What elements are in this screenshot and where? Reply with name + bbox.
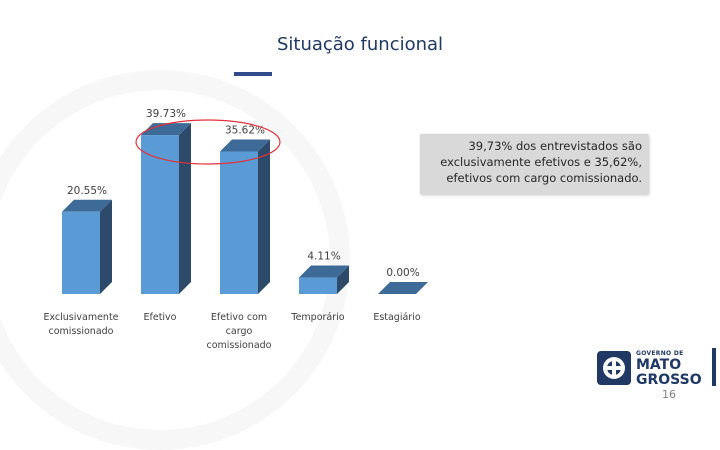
bar-front: [220, 151, 258, 294]
government-logo: GOVERNO DE MATO GROSSO: [596, 350, 702, 388]
bar-top: [141, 123, 191, 136]
category-label: Temporário: [290, 312, 344, 323]
bar-front: [299, 277, 337, 294]
page-title: Situação funcional: [276, 34, 444, 55]
bar-side: [100, 199, 112, 294]
category-label: Efetivo: [144, 312, 177, 323]
category-label: cargo: [226, 326, 253, 337]
highlight-ellipse: [135, 119, 281, 165]
data-label: 35.62%: [225, 125, 265, 137]
bar-1: [141, 123, 191, 294]
bar-0: [62, 199, 112, 294]
category-label: Efetivo com: [211, 312, 267, 323]
data-label: 20.55%: [67, 185, 107, 197]
bar-top: [62, 199, 112, 212]
callout-box: 39,73% dos entrevistados são exclusivame…: [420, 134, 648, 194]
data-label: 39.73%: [146, 108, 186, 120]
logo-small-text: GOVERNO DE: [636, 350, 684, 357]
category-label: comissionado: [207, 340, 272, 351]
category-label: comissionado: [49, 326, 114, 337]
bar-top: [299, 265, 349, 278]
category-label: Estagiário: [373, 312, 421, 323]
title-underline: [234, 72, 272, 76]
bar-side: [258, 139, 270, 294]
bar-top: [378, 282, 428, 294]
logo-divider: [712, 348, 716, 386]
bar-side: [337, 265, 349, 294]
category-label: Exclusivamente: [43, 312, 118, 323]
bar-chart: 20.55% Exclusivamente comissionado 39.73% Ef…: [43, 108, 428, 351]
coat-of-arms-icon: [597, 351, 631, 385]
logo-line-1: MATO: [636, 357, 682, 373]
page-number: 16: [662, 388, 676, 401]
bar-front: [62, 211, 100, 294]
bar-3: [299, 265, 349, 294]
bar-4: [378, 282, 428, 294]
bar-side: [179, 123, 191, 294]
data-label: 0.00%: [386, 267, 419, 279]
logo-text: GOVERNO DE MATO GROSSO: [636, 350, 702, 388]
logo-line-2: GROSSO: [636, 372, 702, 388]
bar-2: [220, 139, 270, 294]
data-label: 4.11%: [307, 251, 340, 263]
bar-top: [220, 139, 270, 152]
